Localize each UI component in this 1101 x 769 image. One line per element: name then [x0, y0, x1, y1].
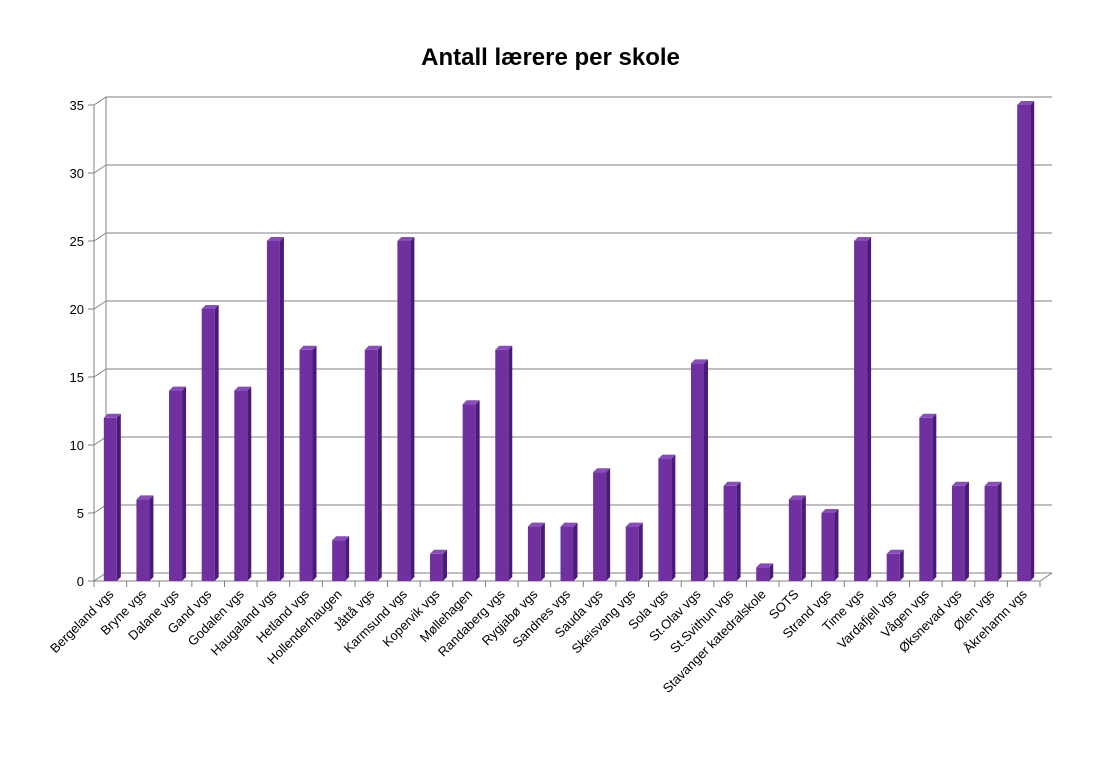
- y-tick-label: 20: [70, 302, 84, 317]
- bar: [625, 522, 643, 581]
- bar: [169, 386, 187, 581]
- y-tick-label: 30: [70, 166, 84, 181]
- bars: [103, 101, 1035, 581]
- bar: [984, 481, 1002, 581]
- bar: [103, 413, 121, 581]
- y-tick-label: 15: [70, 370, 84, 385]
- bar: [495, 345, 513, 581]
- gridline: [93, 300, 1052, 310]
- bar: [690, 359, 708, 581]
- bar: [919, 413, 937, 581]
- bar: [201, 305, 219, 581]
- bar: [430, 549, 448, 581]
- bar: [756, 563, 774, 581]
- y-tick-label: 25: [70, 234, 84, 249]
- bar: [299, 345, 317, 581]
- bar: [951, 481, 969, 581]
- bar: [658, 454, 676, 581]
- bar: [1017, 101, 1035, 581]
- bar: [332, 536, 350, 581]
- gridline: [93, 232, 1052, 242]
- y-tick-label: 0: [77, 574, 84, 589]
- gridline: [93, 368, 1052, 378]
- y-tick-label: 35: [70, 98, 84, 113]
- y-tick-labels: 0 5 10 15 20 25 30 35: [70, 98, 84, 589]
- y-tick-label: 5: [77, 506, 84, 521]
- bar: [886, 549, 904, 581]
- bar: [821, 509, 839, 581]
- gridline: [93, 164, 1052, 174]
- gridlines: [93, 96, 1052, 582]
- bar: [462, 400, 480, 581]
- bar: [136, 495, 154, 581]
- bar: [364, 345, 382, 581]
- y-tick-label: 10: [70, 438, 84, 453]
- bar: [788, 495, 806, 581]
- bar: [723, 481, 741, 581]
- bar: [560, 522, 578, 581]
- bar: [397, 237, 415, 581]
- bar: [266, 237, 284, 581]
- bar: [854, 237, 872, 581]
- bar: [234, 386, 252, 581]
- bar: [527, 522, 545, 581]
- bar: [593, 468, 611, 581]
- axes: [88, 97, 1053, 587]
- gridline: [93, 96, 1052, 106]
- chart-title: Antall lærere per skole: [421, 44, 680, 71]
